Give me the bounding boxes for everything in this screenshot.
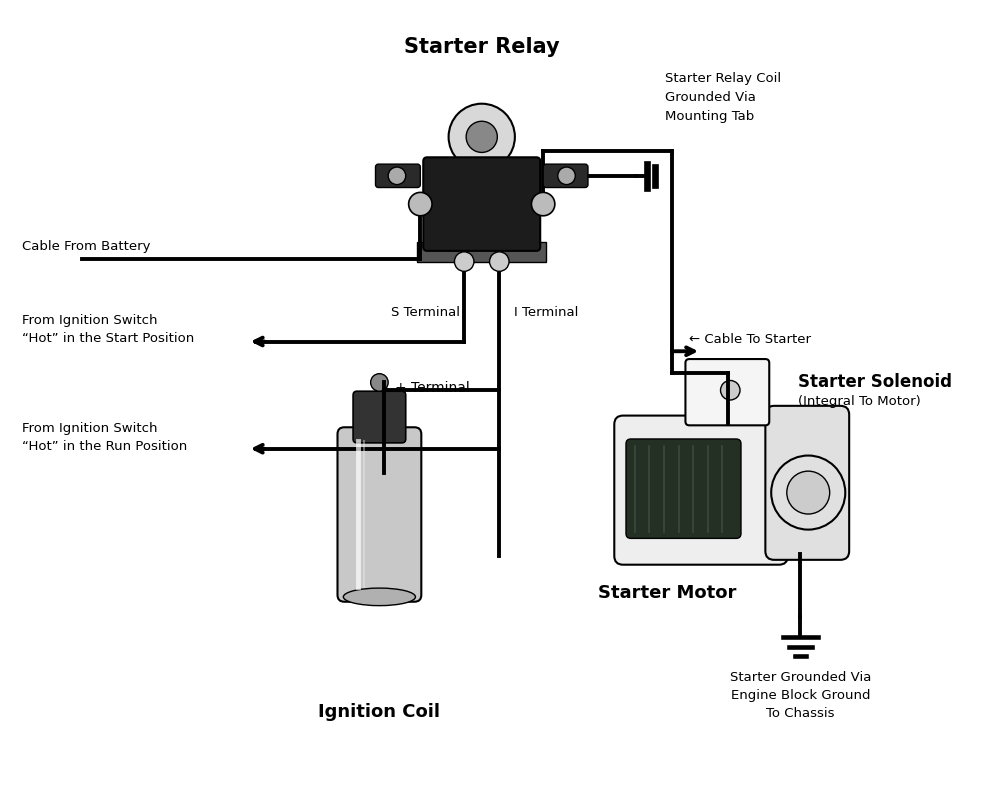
Text: From Ignition Switch
“Hot” in the Run Position: From Ignition Switch “Hot” in the Run Po… xyxy=(22,422,187,452)
Text: (Integral To Motor): (Integral To Motor) xyxy=(799,396,922,408)
Text: S Terminal: S Terminal xyxy=(391,306,459,319)
Circle shape xyxy=(388,167,406,185)
Circle shape xyxy=(557,167,575,185)
FancyBboxPatch shape xyxy=(626,439,741,539)
Text: I Terminal: I Terminal xyxy=(514,306,578,319)
Bar xyxy=(418,242,546,261)
Circle shape xyxy=(489,252,509,272)
Text: ← Cable To Starter: ← Cable To Starter xyxy=(689,333,812,346)
Circle shape xyxy=(532,193,554,216)
Text: Ignition Coil: Ignition Coil xyxy=(319,703,441,721)
FancyBboxPatch shape xyxy=(353,392,406,443)
FancyBboxPatch shape xyxy=(765,406,849,560)
Text: Cable From Battery: Cable From Battery xyxy=(22,240,150,253)
Circle shape xyxy=(448,104,515,170)
FancyBboxPatch shape xyxy=(424,157,541,251)
Text: Starter Solenoid: Starter Solenoid xyxy=(799,373,952,392)
Circle shape xyxy=(454,252,474,272)
FancyBboxPatch shape xyxy=(614,415,788,565)
Circle shape xyxy=(466,121,497,153)
Text: From Ignition Switch
“Hot” in the Start Position: From Ignition Switch “Hot” in the Start … xyxy=(22,314,194,345)
Text: Starter Motor: Starter Motor xyxy=(598,584,737,602)
Text: Starter Relay: Starter Relay xyxy=(404,38,559,58)
Circle shape xyxy=(787,471,830,514)
Ellipse shape xyxy=(344,588,416,606)
Circle shape xyxy=(409,193,432,216)
FancyBboxPatch shape xyxy=(544,164,588,188)
Circle shape xyxy=(370,374,388,392)
FancyBboxPatch shape xyxy=(375,164,421,188)
Circle shape xyxy=(721,380,740,400)
FancyBboxPatch shape xyxy=(685,359,769,425)
FancyBboxPatch shape xyxy=(338,427,422,602)
Text: Starter Grounded Via
Engine Block Ground
To Chassis: Starter Grounded Via Engine Block Ground… xyxy=(730,671,871,720)
Text: Starter Relay Coil
Grounded Via
Mounting Tab: Starter Relay Coil Grounded Via Mounting… xyxy=(665,73,781,123)
Text: + Terminal: + Terminal xyxy=(395,381,469,396)
